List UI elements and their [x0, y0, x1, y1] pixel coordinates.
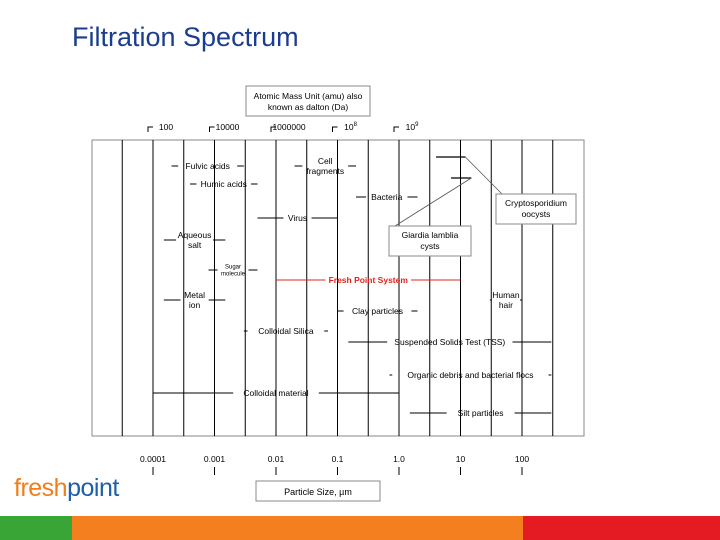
- range-label: Sugar molecule: [221, 265, 246, 278]
- bottom-tick: 0.0001: [140, 454, 166, 475]
- range-label: Organic debris and bacterial flocs: [407, 370, 533, 380]
- footer-bar-orange: [72, 516, 523, 540]
- logo-point: point: [67, 474, 119, 502]
- top-axis-ticks: 100 10000 1000000 108 109: [147, 122, 419, 132]
- callout-box: [388, 225, 472, 257]
- bottom-tick: 0.1: [332, 454, 344, 475]
- freshpoint-logo: freshpoint: [14, 474, 119, 503]
- callouts: Cryptosporidium oocysts Giardia lamblia cys…: [388, 156, 577, 257]
- range-label: Clay particles: [352, 306, 403, 316]
- range-label: Cell fragments: [306, 156, 344, 176]
- range-label: Colloidal material: [243, 388, 308, 398]
- range-label: Aqueous salt: [178, 230, 212, 250]
- top-axis-label-box: Atomic Mass Unit (amu) also known as dalt…: [245, 85, 371, 117]
- range-fresh-point-system: Fresh Point System: [276, 275, 461, 285]
- range-organic-debris-and-bacterial-flocs: Organic debris and bacterial flocs: [389, 370, 552, 380]
- range-metal-ion: Metal ion: [163, 290, 226, 310]
- range-label: Metal ion: [184, 290, 205, 310]
- range-label: Bacteria: [371, 192, 402, 202]
- top-tick-label: 108: [344, 122, 357, 132]
- top-tick-label: 10000: [216, 122, 240, 132]
- top-tick: 10000: [209, 122, 240, 132]
- range-virus: Virus: [257, 213, 338, 223]
- top-axis-label: Atomic Mass Unit (amu) also known as dalt…: [254, 91, 363, 112]
- range-bacteria: Bacteria: [356, 192, 418, 202]
- bottom-tick: 100: [515, 454, 529, 475]
- bottom-tick: 0.001: [204, 454, 226, 475]
- bottom-tick-label: 0.0001: [140, 454, 166, 464]
- bottom-tick: 1.0: [393, 454, 405, 475]
- bottom-tick-label: 0.01: [268, 454, 285, 464]
- bottom-tick-label: 0.1: [332, 454, 344, 464]
- range-cell-fragments: Cell fragments: [294, 156, 357, 176]
- range-human-hair: Human hair: [489, 290, 522, 310]
- callout-label: Cryptosporidium oocysts: [505, 198, 567, 219]
- range-label: Colloidal Silica: [258, 326, 314, 336]
- bottom-axis-ticks: 0.0001 0.001 0.01 0.1 1.0 10 100: [140, 454, 529, 475]
- bottom-axis-label: Particle Size, µm: [284, 487, 352, 497]
- range-aqueous-salt: Aqueous salt: [163, 230, 226, 250]
- top-tick: 109: [393, 122, 419, 132]
- range-bars: Fulvic acids Humic acids Cell fragments Bact…: [153, 156, 552, 418]
- callout-label: Giardia lamblia cysts: [402, 230, 459, 251]
- top-tick-label: 1000000: [272, 122, 305, 132]
- range-suspended-solids-test-tss: Suspended Solids Test (TSS): [348, 337, 552, 347]
- callout-cryptosporidium-oocysts: Cryptosporidium oocysts: [436, 156, 577, 225]
- range-label: Fresh Point System: [329, 275, 409, 285]
- range-colloidal-silica: Colloidal Silica: [243, 326, 328, 336]
- top-tick: 100: [147, 122, 173, 132]
- range-label: Human hair: [492, 290, 520, 310]
- range-silt-particles: Silt particles: [409, 408, 552, 418]
- bottom-tick: 10: [456, 454, 466, 475]
- bottom-tick-label: 0.001: [204, 454, 226, 464]
- bottom-tick-label: 1.0: [393, 454, 405, 464]
- range-humic-acids: Humic acids: [190, 179, 258, 189]
- callout-giardia-lamblia-cysts: Giardia lamblia cysts: [388, 177, 472, 257]
- top-tick-label: 109: [406, 122, 419, 132]
- callout-box: [495, 193, 577, 225]
- range-colloidal-material: Colloidal material: [153, 388, 399, 398]
- range-label: Suspended Solids Test (TSS): [394, 337, 505, 347]
- bottom-tick-label: 10: [456, 454, 466, 464]
- range-label: Fulvic acids: [185, 161, 229, 171]
- slide-title: Filtration Spectrum: [72, 22, 299, 52]
- callout-leader: [394, 177, 472, 227]
- range-label: Silt particles: [458, 408, 504, 418]
- range-label: Humic acids: [201, 179, 247, 189]
- range-clay-particles: Clay particles: [337, 306, 418, 316]
- top-tick: 108: [332, 122, 358, 132]
- callout-leader: [465, 156, 503, 195]
- range-label: Virus: [288, 213, 307, 223]
- footer-bar-green: [0, 516, 72, 540]
- top-tick-label: 100: [159, 122, 173, 132]
- bottom-tick-label: 100: [515, 454, 529, 464]
- top-tick: 1000000: [270, 122, 306, 132]
- range-fulvic-acids: Fulvic acids: [171, 161, 244, 171]
- logo-fresh: fresh: [14, 474, 68, 502]
- bottom-tick: 0.01: [268, 454, 285, 475]
- footer-bar-red: [523, 516, 720, 540]
- gridlines: [121, 140, 554, 436]
- bottom-axis-label-box: Particle Size, µm: [255, 480, 381, 502]
- range-sugar-molecule: Sugar molecule: [208, 265, 258, 278]
